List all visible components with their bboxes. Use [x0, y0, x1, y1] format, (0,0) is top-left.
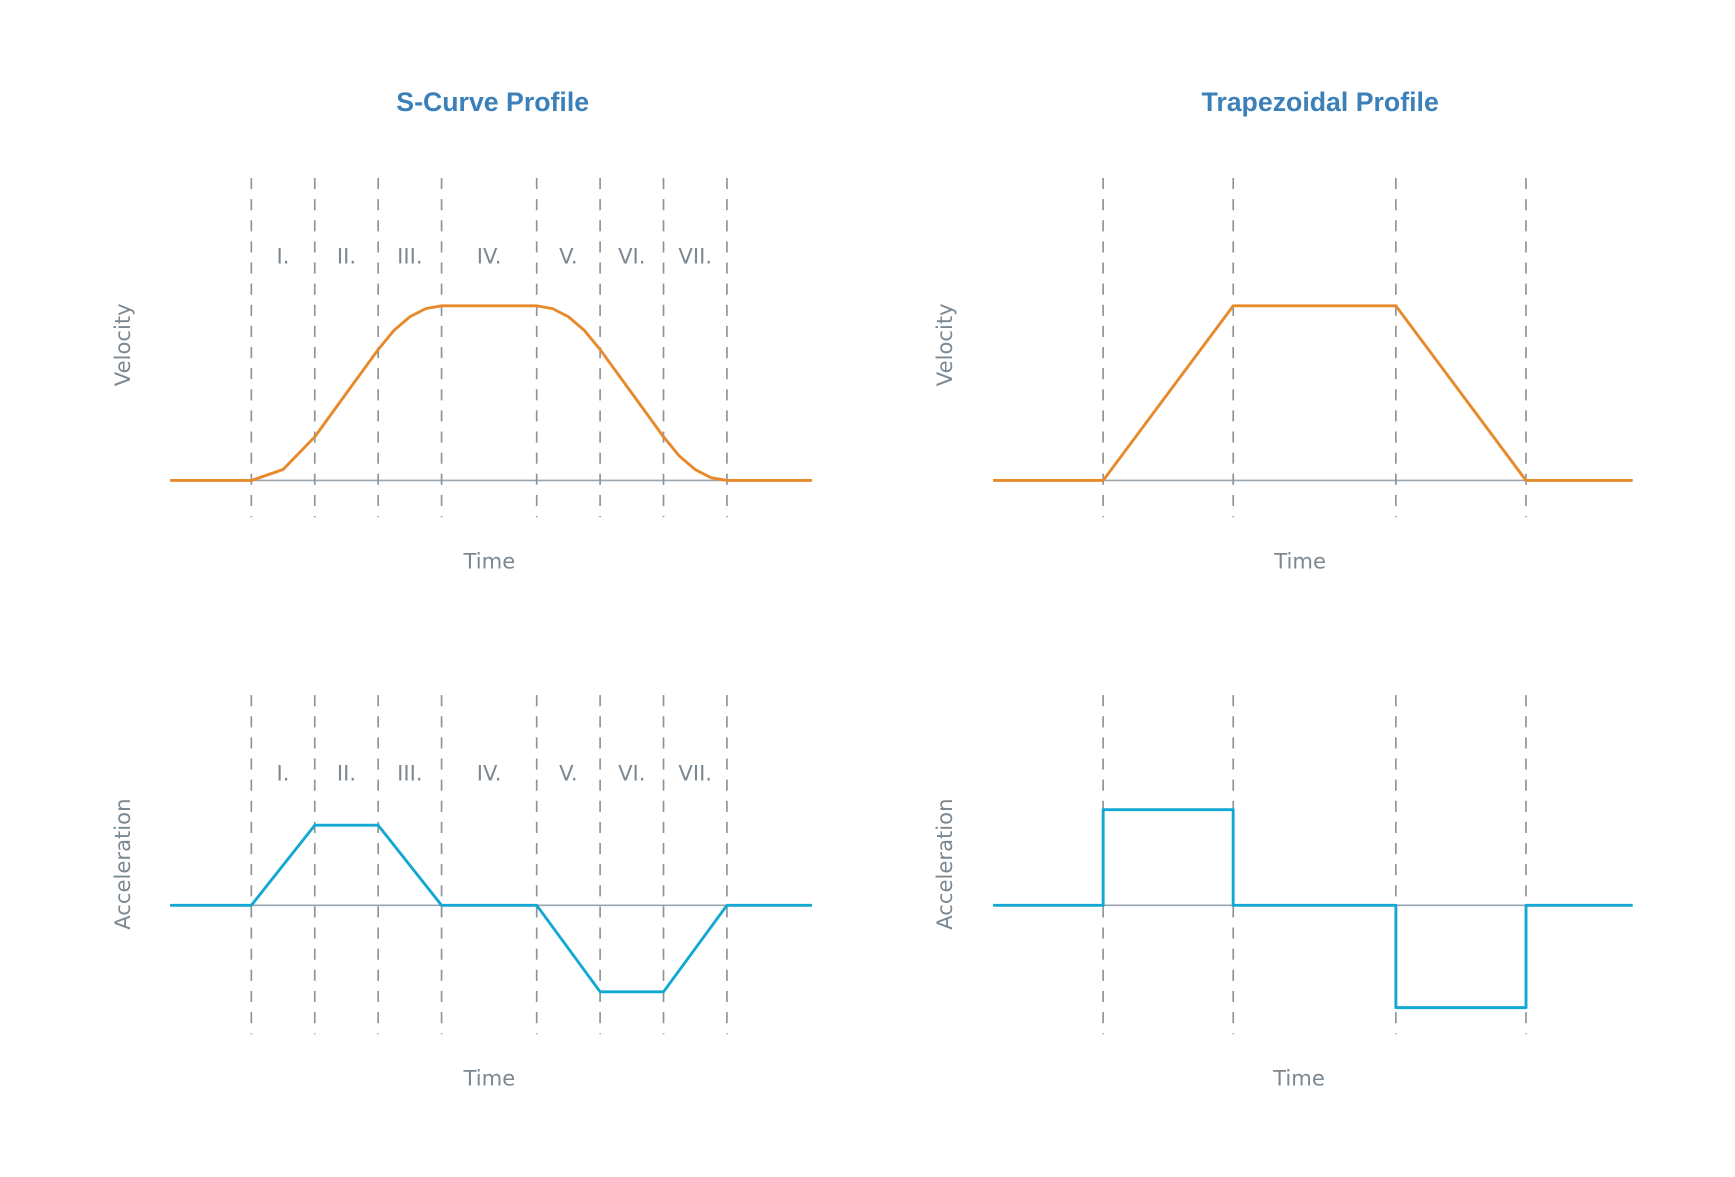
- s-curve-acceleration-chart: Acceleration Time I. II. III. IV. V. VI. VII.: [110, 695, 812, 1090]
- y-axis-label: Velocity: [110, 303, 135, 386]
- velocity-curve: [993, 304, 1633, 482]
- phase-label: V.: [559, 761, 577, 786]
- phase-label: III.: [397, 244, 422, 269]
- phase-label: I.: [277, 244, 290, 269]
- phase-label: II.: [337, 761, 356, 786]
- velocity-curve: [170, 304, 812, 482]
- x-axis-label: Time: [463, 548, 516, 573]
- x-axis-label: Time: [463, 1065, 516, 1090]
- x-axis-label: Time: [1272, 1065, 1325, 1090]
- phase-label: VII.: [678, 244, 712, 269]
- y-axis-label: Velocity: [932, 303, 957, 386]
- phase-label: VI.: [618, 761, 645, 786]
- phase-label: IV.: [477, 761, 502, 786]
- x-axis-label: Time: [1273, 548, 1326, 573]
- trapezoidal-velocity-chart: Velocity Time: [932, 177, 1633, 573]
- trapezoidal-acceleration-chart: Acceleration Time: [932, 695, 1633, 1090]
- phase-label: I.: [277, 761, 290, 786]
- phase-label: II.: [337, 244, 356, 269]
- phase-label: III.: [397, 761, 422, 786]
- phase-label: VI.: [618, 244, 645, 269]
- phase-label: IV.: [477, 244, 502, 269]
- s-curve-velocity-chart: Velocity Time I. II. III. IV. V. VI. VII.: [110, 177, 812, 573]
- y-axis-label: Acceleration: [110, 799, 135, 930]
- phase-label: V.: [559, 244, 577, 269]
- trapezoidal-title: Trapezoidal Profile: [1202, 87, 1439, 117]
- s-curve-title: S-Curve Profile: [396, 87, 589, 117]
- acceleration-curve: [170, 823, 812, 994]
- phase-label: VII.: [678, 761, 712, 786]
- acceleration-curve: [993, 808, 1633, 1010]
- y-axis-label: Acceleration: [932, 799, 957, 930]
